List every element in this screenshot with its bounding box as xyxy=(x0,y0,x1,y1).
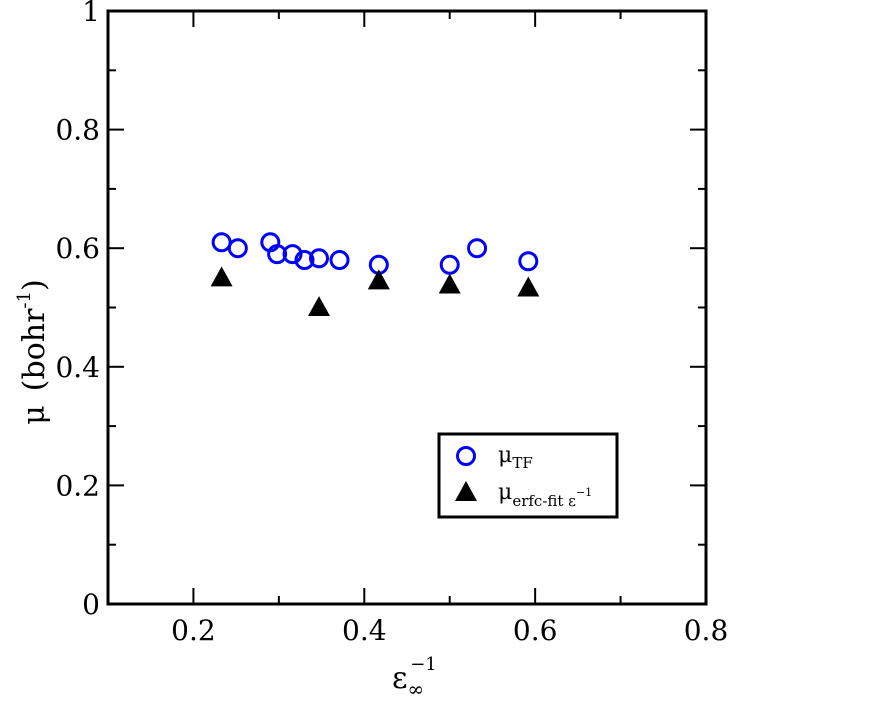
data-point-mu-erfc-fit xyxy=(367,269,390,290)
data-point-mu-tf xyxy=(294,250,315,271)
data-point-mu-tf xyxy=(329,250,350,271)
legend-marker-triangle xyxy=(455,481,477,501)
y-tick-label: 0.4 xyxy=(55,351,100,384)
data-point-mu-erfc-fit xyxy=(517,276,540,297)
y-tick-label: 1 xyxy=(82,0,100,28)
data-point-mu-erfc-fit xyxy=(210,266,233,287)
x-tick-labels: 0.2 0.4 0.6 0.8 xyxy=(171,614,728,647)
legend-label-mu-erfc: μerfc-fit ε−1 xyxy=(498,480,592,510)
y-axis-label: μ(bohr-1) xyxy=(14,279,52,424)
x-tick-label: 0.6 xyxy=(513,614,558,647)
y-tick-labels: 0 0.2 0.4 0.6 0.8 1 xyxy=(55,0,100,621)
legend: μTF μerfc-fit ε−1 xyxy=(437,432,619,519)
data-point-mu-tf xyxy=(518,251,539,272)
data-point-mu-erfc-fit xyxy=(438,273,461,294)
data-point-mu-tf xyxy=(211,232,232,253)
data-point-mu-tf xyxy=(227,238,248,259)
x-tick-label: 0.8 xyxy=(684,614,729,647)
points-layer xyxy=(210,232,540,317)
data-point-mu-tf xyxy=(282,244,303,265)
data-point-mu-erfc-fit xyxy=(308,296,331,317)
data-point-mu-tf xyxy=(467,238,488,259)
plot-frame xyxy=(106,9,708,606)
y-tick-label: 0.2 xyxy=(55,469,100,502)
legend-label-mu-tf: μTF xyxy=(498,443,533,472)
data-point-mu-tf xyxy=(309,248,330,269)
legend-box xyxy=(437,432,619,519)
x-tick-label: 0.4 xyxy=(342,614,387,647)
x-tick-label: 0.2 xyxy=(171,614,216,647)
y-tick-label: 0.8 xyxy=(55,114,100,147)
y-tick-label: 0.6 xyxy=(55,232,100,265)
y-tick-label: 0 xyxy=(82,588,100,621)
data-point-mu-tf xyxy=(439,254,460,275)
x-axis-label: ε∞−1 xyxy=(392,654,437,701)
legend-marker-circle xyxy=(456,446,476,466)
data-point-mu-tf xyxy=(267,244,288,265)
